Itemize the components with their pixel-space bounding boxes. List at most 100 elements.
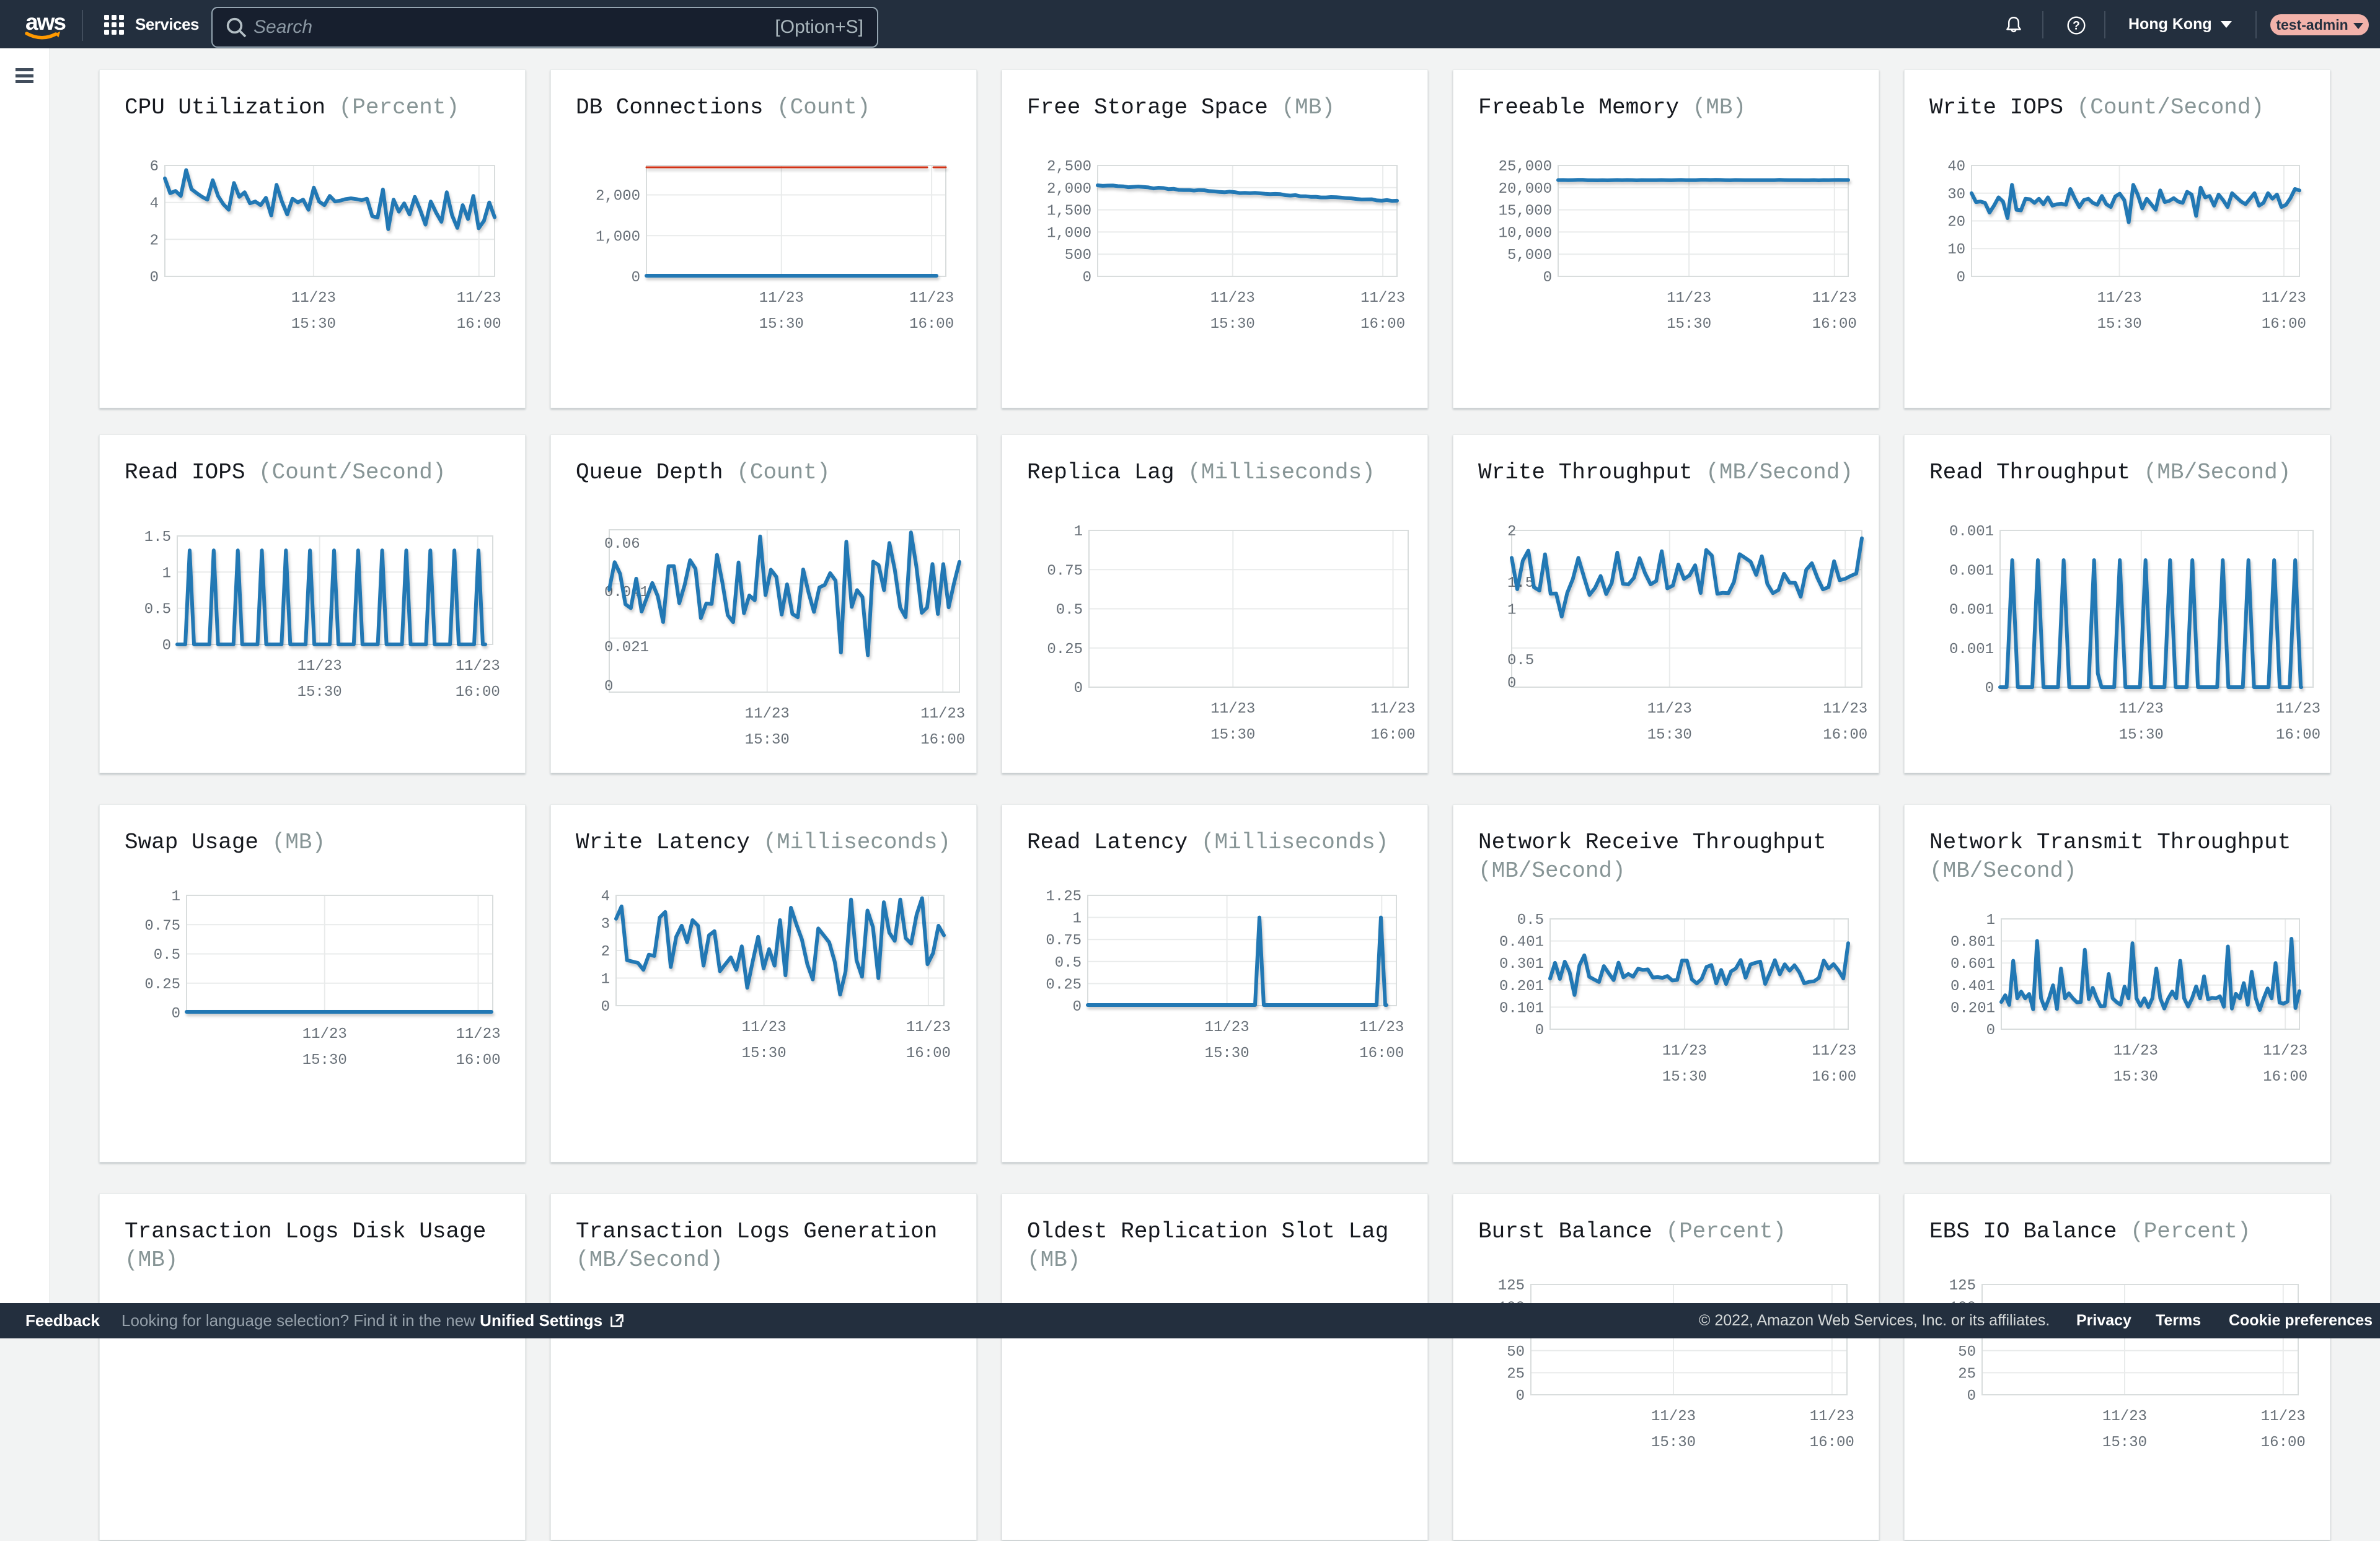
svg-text:0.201: 0.201	[1950, 1000, 1995, 1017]
svg-text:0: 0	[1074, 680, 1083, 697]
svg-text:16:00: 16:00	[456, 1052, 500, 1069]
svg-text:11/23: 11/23	[2263, 1043, 2307, 1060]
svg-text:15:30: 15:30	[1647, 727, 1692, 744]
svg-text:11/23: 11/23	[456, 658, 500, 675]
svg-text:0.201: 0.201	[1499, 978, 1544, 995]
svg-text:0: 0	[1985, 680, 1994, 697]
svg-text:0: 0	[604, 678, 613, 695]
svg-text:11/23: 11/23	[1647, 701, 1692, 718]
svg-text:11/23: 11/23	[302, 1026, 347, 1043]
svg-text:4: 4	[601, 889, 610, 905]
svg-text:11/23: 11/23	[1210, 290, 1255, 307]
svg-text:0.801: 0.801	[1950, 934, 1995, 951]
svg-text:aws: aws	[25, 9, 66, 35]
svg-text:1,000: 1,000	[1047, 225, 1091, 242]
svg-text:2: 2	[150, 232, 159, 249]
svg-text:125: 125	[1949, 1278, 1976, 1294]
svg-text:0.5: 0.5	[1507, 652, 1534, 669]
svg-text:0: 0	[1967, 1388, 1976, 1405]
svg-text:11/23: 11/23	[2097, 290, 2142, 307]
svg-text:10: 10	[1947, 242, 1965, 258]
svg-text:3: 3	[601, 916, 610, 933]
svg-text:500: 500	[1065, 247, 1091, 264]
svg-text:1: 1	[1986, 912, 1995, 929]
svg-text:11/23: 11/23	[909, 290, 954, 307]
svg-text:1: 1	[1074, 524, 1083, 540]
svg-text:0: 0	[1507, 675, 1516, 692]
svg-text:11/23: 11/23	[2102, 1408, 2147, 1425]
svg-text:1: 1	[162, 565, 171, 582]
svg-text:11/23: 11/23	[291, 290, 336, 307]
svg-text:15:30: 15:30	[1662, 1069, 1707, 1086]
svg-text:0: 0	[1543, 270, 1552, 286]
svg-text:0.041: 0.041	[604, 584, 649, 601]
svg-text:16:00: 16:00	[1812, 316, 1857, 333]
svg-text:0.001: 0.001	[1949, 563, 1994, 579]
svg-text:0.001: 0.001	[1949, 524, 1994, 540]
svg-text:25,000: 25,000	[1499, 159, 1552, 175]
svg-text:0.001: 0.001	[1949, 602, 1994, 619]
svg-text:15:30: 15:30	[302, 1052, 347, 1069]
svg-text:0.301: 0.301	[1499, 956, 1544, 973]
svg-text:16:00: 16:00	[1823, 727, 1867, 744]
svg-text:11/23: 11/23	[1812, 1043, 1856, 1060]
svg-text:11/23: 11/23	[1370, 701, 1415, 718]
svg-text:0: 0	[1516, 1388, 1525, 1405]
svg-text:1: 1	[601, 972, 610, 988]
svg-text:16:00: 16:00	[1359, 1045, 1404, 1062]
svg-text:16:00: 16:00	[909, 316, 954, 333]
svg-text:16:00: 16:00	[456, 684, 500, 701]
svg-text:15:30: 15:30	[745, 732, 790, 749]
svg-text:25: 25	[1958, 1366, 1976, 1382]
svg-text:16:00: 16:00	[2276, 727, 2320, 744]
svg-text:15:30: 15:30	[2113, 1069, 2158, 1086]
svg-text:0: 0	[150, 270, 159, 286]
svg-text:15:30: 15:30	[298, 684, 342, 701]
svg-text:11/23: 11/23	[1359, 1019, 1404, 1036]
svg-text:2,000: 2,000	[596, 188, 640, 205]
svg-text:16:00: 16:00	[1360, 316, 1405, 333]
svg-text:2: 2	[601, 944, 610, 960]
svg-text:11/23: 11/23	[2119, 701, 2164, 718]
svg-text:5,000: 5,000	[1507, 247, 1552, 264]
svg-text:16:00: 16:00	[2263, 1069, 2307, 1086]
svg-text:11/23: 11/23	[2276, 701, 2320, 718]
svg-text:15:30: 15:30	[2097, 316, 2142, 333]
svg-text:2,500: 2,500	[1047, 159, 1091, 175]
svg-text:16:00: 16:00	[2262, 316, 2306, 333]
svg-text:15:30: 15:30	[1205, 1045, 1250, 1062]
svg-text:16:00: 16:00	[1370, 727, 1415, 744]
svg-text:50: 50	[1958, 1344, 1976, 1361]
svg-text:0.75: 0.75	[144, 918, 180, 934]
svg-text:125: 125	[1498, 1278, 1525, 1294]
svg-text:0: 0	[601, 999, 610, 1016]
svg-text:16:00: 16:00	[906, 1045, 951, 1062]
svg-text:0.25: 0.25	[1047, 641, 1083, 658]
svg-text:4: 4	[150, 196, 159, 213]
svg-text:40: 40	[1947, 159, 1965, 175]
svg-text:0.5: 0.5	[144, 602, 171, 618]
svg-text:11/23: 11/23	[742, 1019, 787, 1036]
svg-text:15:30: 15:30	[1210, 727, 1255, 744]
svg-text:15,000: 15,000	[1499, 203, 1552, 220]
svg-text:11/23: 11/23	[456, 1026, 500, 1043]
svg-text:0.75: 0.75	[1047, 563, 1083, 579]
svg-text:0.021: 0.021	[604, 639, 649, 656]
svg-text:20: 20	[1947, 214, 1965, 231]
svg-text:11/23: 11/23	[1667, 290, 1711, 307]
svg-text:16:00: 16:00	[1810, 1434, 1854, 1451]
svg-text:0.401: 0.401	[1950, 978, 1995, 995]
svg-text:1: 1	[172, 889, 180, 905]
svg-text:11/23: 11/23	[1823, 701, 1867, 718]
svg-text:0.001: 0.001	[1949, 641, 1994, 658]
svg-text:0.601: 0.601	[1950, 956, 1995, 973]
svg-text:0: 0	[1986, 1022, 1995, 1039]
svg-text:0: 0	[162, 638, 171, 654]
svg-text:?: ?	[2073, 20, 2080, 33]
svg-text:0: 0	[1535, 1022, 1544, 1039]
svg-text:11/23: 11/23	[1810, 1408, 1854, 1425]
svg-text:10,000: 10,000	[1499, 225, 1552, 242]
svg-text:15:30: 15:30	[2102, 1434, 2147, 1451]
svg-text:16:00: 16:00	[920, 732, 965, 749]
svg-text:15:30: 15:30	[1651, 1434, 1696, 1451]
